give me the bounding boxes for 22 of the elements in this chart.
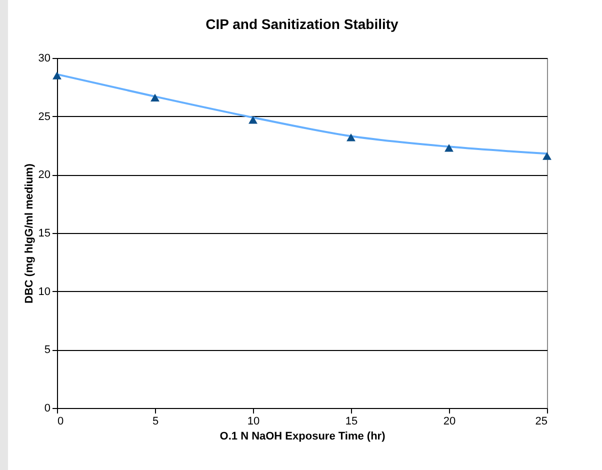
y-tick-label: 5 [44,344,50,356]
y-tick-label: 25 [38,110,50,123]
point [542,152,552,160]
point [150,94,160,102]
x-tick-label: 10 [247,416,260,428]
chart-title: CIP and Sanitization Stability [206,16,399,32]
x-tick-label: 0 [58,416,64,428]
y-axis-title: DBC (mg hIgG/ml medium) [23,163,36,304]
y-tick-label: 0 [44,402,50,414]
point [52,72,62,80]
x-axis-title: O.1 N NaOH Exposure Time (hr) [220,430,386,442]
point [248,116,258,124]
y-tick-label: 30 [38,52,50,64]
y-tick-label: 15 [38,228,50,240]
x-tick-label: 5 [152,416,159,428]
x-tick-label: 15 [345,416,358,428]
x-tick-label: 25 [535,416,548,428]
point [346,133,356,142]
y-tick-label: 20 [38,169,50,182]
x-tick-label: 20 [443,416,456,428]
y-tick-label: 10 [38,286,50,298]
point [444,144,454,152]
